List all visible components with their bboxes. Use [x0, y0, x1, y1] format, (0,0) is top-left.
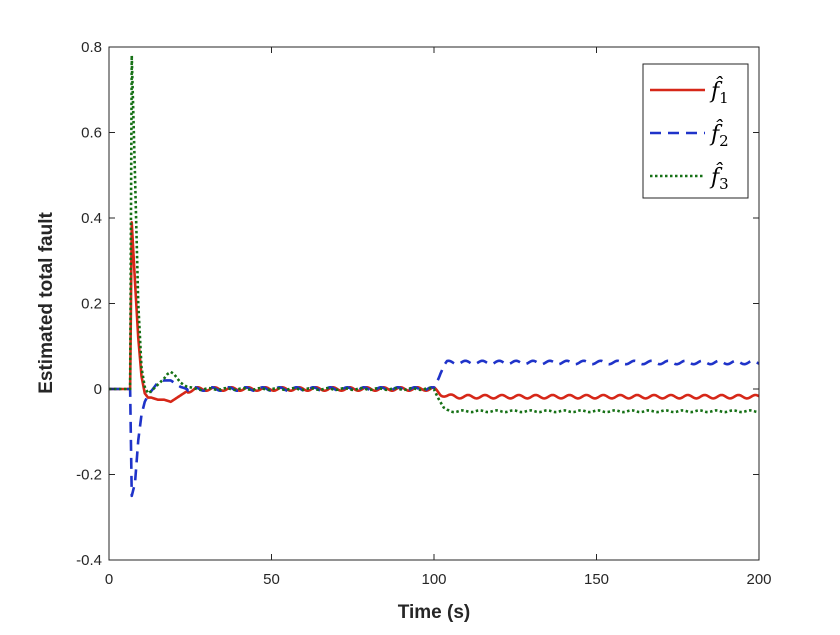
series-line-f3 [108, 54, 760, 414]
y-tick-label: 0 [94, 381, 102, 398]
y-tick-label: -0.4 [76, 552, 102, 569]
y-tick-label: 0.8 [81, 39, 102, 56]
y-tick-label: 0.4 [81, 210, 102, 227]
tick-layer: 0 50 100 150 200 -0.4 -0.2 0 0.2 0.4 0.6 0.8 [76, 39, 771, 588]
y-axis-title: Estimated total fault [36, 212, 57, 394]
legend: f̂1f̂2f̂3 [642, 63, 749, 199]
legend-subscript: 1 [719, 89, 729, 107]
legend-subscript: 3 [719, 175, 729, 193]
y-tick-label: 0.6 [81, 125, 102, 142]
series-layer [108, 54, 760, 498]
x-tick-label: 50 [263, 571, 280, 588]
x-axis-title: Time (s) [398, 602, 471, 623]
legend-box [642, 63, 749, 199]
x-tick-label: 200 [746, 571, 771, 588]
x-tick-label: 100 [421, 571, 446, 588]
y-tick-label: -0.2 [76, 467, 102, 484]
legend-subscript: 2 [719, 132, 729, 150]
y-tick-label: 0.2 [81, 296, 102, 313]
x-tick-label: 150 [584, 571, 609, 588]
x-tick-label: 0 [105, 571, 113, 588]
